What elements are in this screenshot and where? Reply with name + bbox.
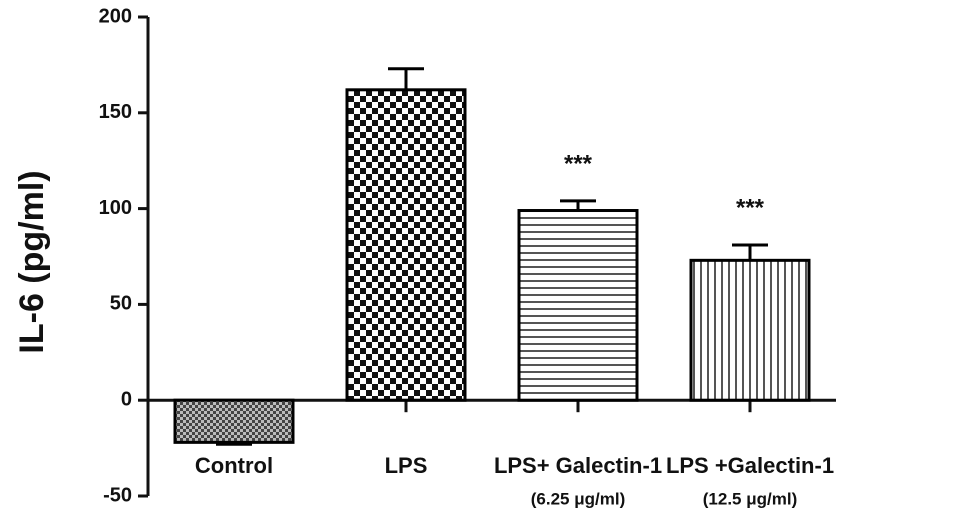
y-tick-label: 100 [99, 197, 132, 219]
x-tick-label: LPS +Galectin-1 [666, 453, 834, 478]
significance-label: *** [736, 194, 765, 221]
x-tick-label: LPS+ Galectin-1 [494, 453, 662, 478]
y-tick-label: 150 [99, 101, 132, 123]
bar [345, 88, 467, 402]
bar [689, 258, 811, 402]
y-tick-label: -50 [103, 484, 132, 506]
bar [173, 398, 295, 444]
x-tick-note: (12.5 μg/ml) [703, 489, 797, 508]
y-tick-label: 0 [121, 388, 132, 410]
y-tick-label: 50 [110, 293, 132, 315]
y-tick-label: 200 [99, 5, 132, 27]
x-tick-label: LPS [385, 453, 428, 478]
significance-label: *** [564, 150, 593, 177]
x-tick-label: Control [195, 453, 273, 478]
x-tick-note: (6.25 μg/ml) [531, 489, 625, 508]
bar [517, 209, 639, 402]
y-axis-label: IL-6 (pg/ml) [13, 170, 51, 353]
